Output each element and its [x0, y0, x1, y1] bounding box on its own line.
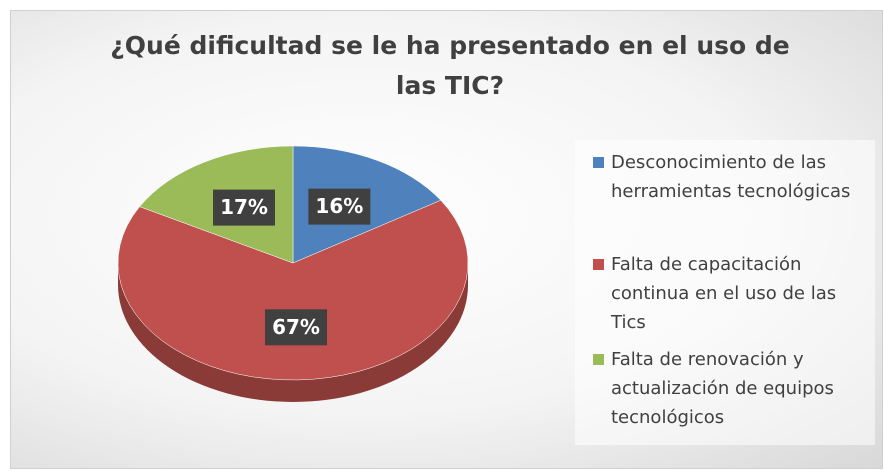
- label-box: [308, 188, 371, 225]
- data-label: 17%: [220, 195, 268, 219]
- data-label: 16%: [315, 194, 363, 218]
- legend-item: Desconocimiento de las herramientas tecn…: [593, 148, 868, 206]
- legend: Desconocimiento de las herramientas tecn…: [575, 140, 875, 445]
- legend-label: Falta de renovación y actualización de e…: [611, 349, 834, 428]
- legend-swatch: [593, 354, 604, 365]
- legend-swatch: [593, 259, 604, 270]
- slice: [117, 200, 469, 381]
- data-label: 67%: [272, 315, 320, 339]
- chart-title: ¿Qué dificultad se le ha presentado en e…: [110, 31, 790, 100]
- label-box: [265, 309, 328, 346]
- legend-swatch: [593, 157, 604, 168]
- label-box: [213, 189, 276, 226]
- legend-item: Falta de capacitación continua en el uso…: [593, 250, 868, 337]
- slice-side: [118, 263, 468, 402]
- legend-item: Falta de renovación y actualización de e…: [593, 345, 868, 432]
- legend-label: Falta de capacitación continua en el uso…: [611, 254, 837, 333]
- legend-label: Desconocimiento de las herramientas tecn…: [611, 152, 851, 202]
